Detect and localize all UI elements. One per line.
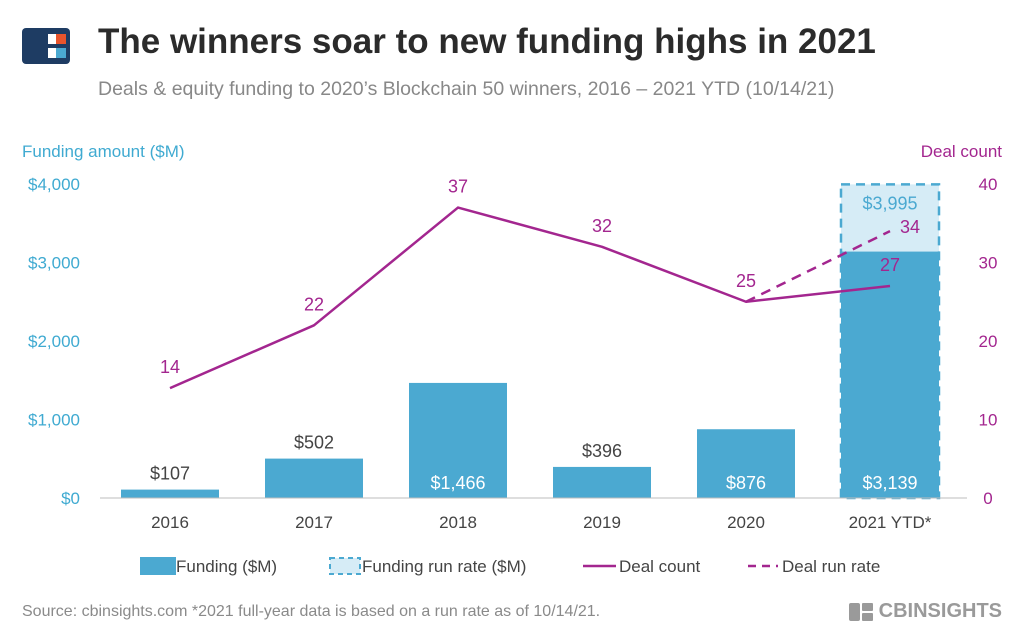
deal-count-label: 27 bbox=[880, 255, 900, 275]
left-axis-title: Funding amount ($M) bbox=[22, 142, 185, 161]
brand-label: CBINSIGHTS bbox=[878, 600, 1002, 622]
legend-label: Funding ($M) bbox=[176, 557, 277, 576]
right-tick-label: 20 bbox=[979, 332, 998, 351]
left-tick-label: $1,000 bbox=[28, 411, 80, 430]
deal-run-rate-label: 34 bbox=[900, 217, 920, 237]
deal-count-label: 22 bbox=[304, 294, 324, 314]
x-tick-label: 2016 bbox=[151, 513, 189, 532]
funding-value-label: $502 bbox=[294, 433, 334, 453]
deal-count-label: 37 bbox=[448, 177, 468, 197]
brand-wordmark: CBINSIGHTS bbox=[848, 600, 1002, 623]
chart-title: The winners soar to new funding highs in… bbox=[98, 22, 876, 61]
left-tick-label: $4,000 bbox=[28, 175, 80, 194]
funding-value-label: $107 bbox=[150, 464, 190, 484]
legend-label: Deal count bbox=[619, 557, 701, 576]
chart-subtitle: Deals & equity funding to 2020’s Blockch… bbox=[98, 78, 835, 100]
funding-value-label: $396 bbox=[582, 441, 622, 461]
x-tick-label: 2017 bbox=[295, 513, 333, 532]
funding-bar bbox=[697, 429, 795, 498]
funding-bar bbox=[553, 466, 651, 498]
funding-run-rate-label: $3,995 bbox=[862, 193, 917, 213]
funding-value-label: $1,466 bbox=[430, 473, 485, 493]
cbinsights-logo-icon bbox=[22, 28, 70, 64]
deal-count-label: 14 bbox=[160, 357, 180, 377]
funding-bar bbox=[121, 489, 219, 498]
deal-count-label: 25 bbox=[736, 271, 756, 291]
right-tick-label: 0 bbox=[983, 489, 992, 508]
legend-swatch-run-rate bbox=[329, 557, 361, 575]
funding-bar bbox=[409, 382, 507, 498]
left-tick-label: $2,000 bbox=[28, 332, 80, 351]
x-tick-label: 2020 bbox=[727, 513, 765, 532]
legend-swatch-funding bbox=[140, 557, 176, 575]
chart-area: Funding amount ($M) Deal count $0 $1,000 $2,… bbox=[22, 142, 1003, 576]
funding-bar bbox=[265, 458, 363, 498]
x-tick-label: 2019 bbox=[583, 513, 621, 532]
deal-run-rate-line bbox=[745, 229, 891, 303]
left-tick-label: $0 bbox=[61, 489, 80, 508]
x-tick-label: 2021 YTD* bbox=[849, 513, 932, 532]
cbinsights-mark-icon bbox=[848, 602, 873, 621]
right-tick-label: 40 bbox=[979, 175, 998, 194]
right-tick-label: 10 bbox=[979, 411, 998, 430]
right-axis-title: Deal count bbox=[921, 142, 1003, 161]
right-tick-label: 30 bbox=[979, 254, 998, 273]
funding-value-label: $3,139 bbox=[862, 473, 917, 493]
funding-value-label: $876 bbox=[726, 473, 766, 493]
legend-label: Funding run rate ($M) bbox=[362, 557, 526, 576]
deal-count-label: 32 bbox=[592, 216, 612, 236]
source-note: Source: cbinsights.com *2021 full-year d… bbox=[22, 603, 601, 620]
deal-count-line bbox=[169, 206, 891, 390]
x-tick-label: 2018 bbox=[439, 513, 477, 532]
funding-bar bbox=[841, 251, 939, 498]
legend-label: Deal run rate bbox=[782, 557, 880, 576]
left-tick-label: $3,000 bbox=[28, 254, 80, 273]
